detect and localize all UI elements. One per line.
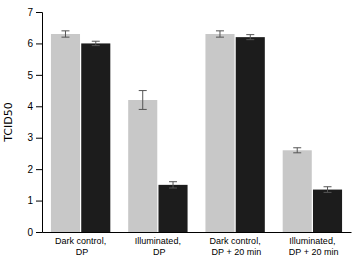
tick-mark xyxy=(36,106,42,107)
bar-series xyxy=(81,37,342,232)
marks xyxy=(51,31,342,232)
axis-line xyxy=(36,13,43,233)
bar xyxy=(51,34,80,232)
error-bar xyxy=(246,35,254,40)
tick: Dark control, DP xyxy=(55,236,106,256)
tick-label: 3 xyxy=(27,132,33,143)
tick: 0 xyxy=(27,227,42,238)
tick: 4 xyxy=(27,101,42,112)
error-bar xyxy=(169,182,177,188)
tick: Dark control, DP + 20 min xyxy=(209,236,261,256)
tick-label: Dark control, DP xyxy=(55,236,106,256)
tick: 1 xyxy=(27,195,42,206)
tick-mark xyxy=(36,138,42,139)
tick-label: 2 xyxy=(27,164,33,175)
tick-label: Illuminated, DP xyxy=(135,236,181,256)
plot: 01234567Dark control, DPIlluminated, DPD… xyxy=(2,7,352,257)
tick-label: 7 xyxy=(27,7,33,18)
error-bar xyxy=(216,31,224,37)
tick-label: 6 xyxy=(27,38,33,49)
error-bar xyxy=(61,31,69,37)
bar xyxy=(205,34,234,232)
bar xyxy=(283,150,312,232)
tick: 2 xyxy=(27,164,42,175)
tick-label: 4 xyxy=(27,101,33,112)
axis-line xyxy=(43,232,352,233)
tick-mark xyxy=(36,232,42,233)
tick: 3 xyxy=(27,132,42,143)
tick: 6 xyxy=(27,38,42,49)
axis-title: TCID50 xyxy=(2,102,15,142)
error-bar xyxy=(293,148,301,153)
tick: 7 xyxy=(27,7,42,18)
tick-label: 1 xyxy=(27,195,33,206)
tick: Illuminated, DP xyxy=(135,236,181,256)
chart: 01234567Dark control, DPIlluminated, DPD… xyxy=(0,0,361,268)
tick: 5 xyxy=(27,70,42,81)
y-axis: 0 1 2 3 4 5 6 7 xyxy=(27,7,42,238)
bar xyxy=(128,100,157,232)
tick-label: Dark control, DP + 20 min xyxy=(209,236,261,256)
tick-mark xyxy=(36,75,42,76)
bar xyxy=(313,190,342,232)
bar xyxy=(81,43,110,232)
bar-series xyxy=(51,34,312,232)
tick-label: Illuminated, DP + 20 min xyxy=(286,236,338,256)
tick-label: 5 xyxy=(27,70,33,81)
tick-mark xyxy=(36,12,42,13)
tick-mark xyxy=(36,43,42,44)
tick-mark xyxy=(36,169,42,170)
bar xyxy=(158,185,187,232)
error-bar xyxy=(92,41,100,45)
tick-label: 0 xyxy=(27,227,33,238)
error-bar xyxy=(139,91,147,110)
bar xyxy=(236,37,265,232)
tick-mark xyxy=(36,201,42,202)
tick: Illuminated, DP + 20 min xyxy=(286,236,338,256)
x-axis: Dark control, DP Illuminated, DP Dark cont… xyxy=(43,233,352,257)
error-bar xyxy=(324,187,332,193)
error-bars xyxy=(92,35,332,193)
